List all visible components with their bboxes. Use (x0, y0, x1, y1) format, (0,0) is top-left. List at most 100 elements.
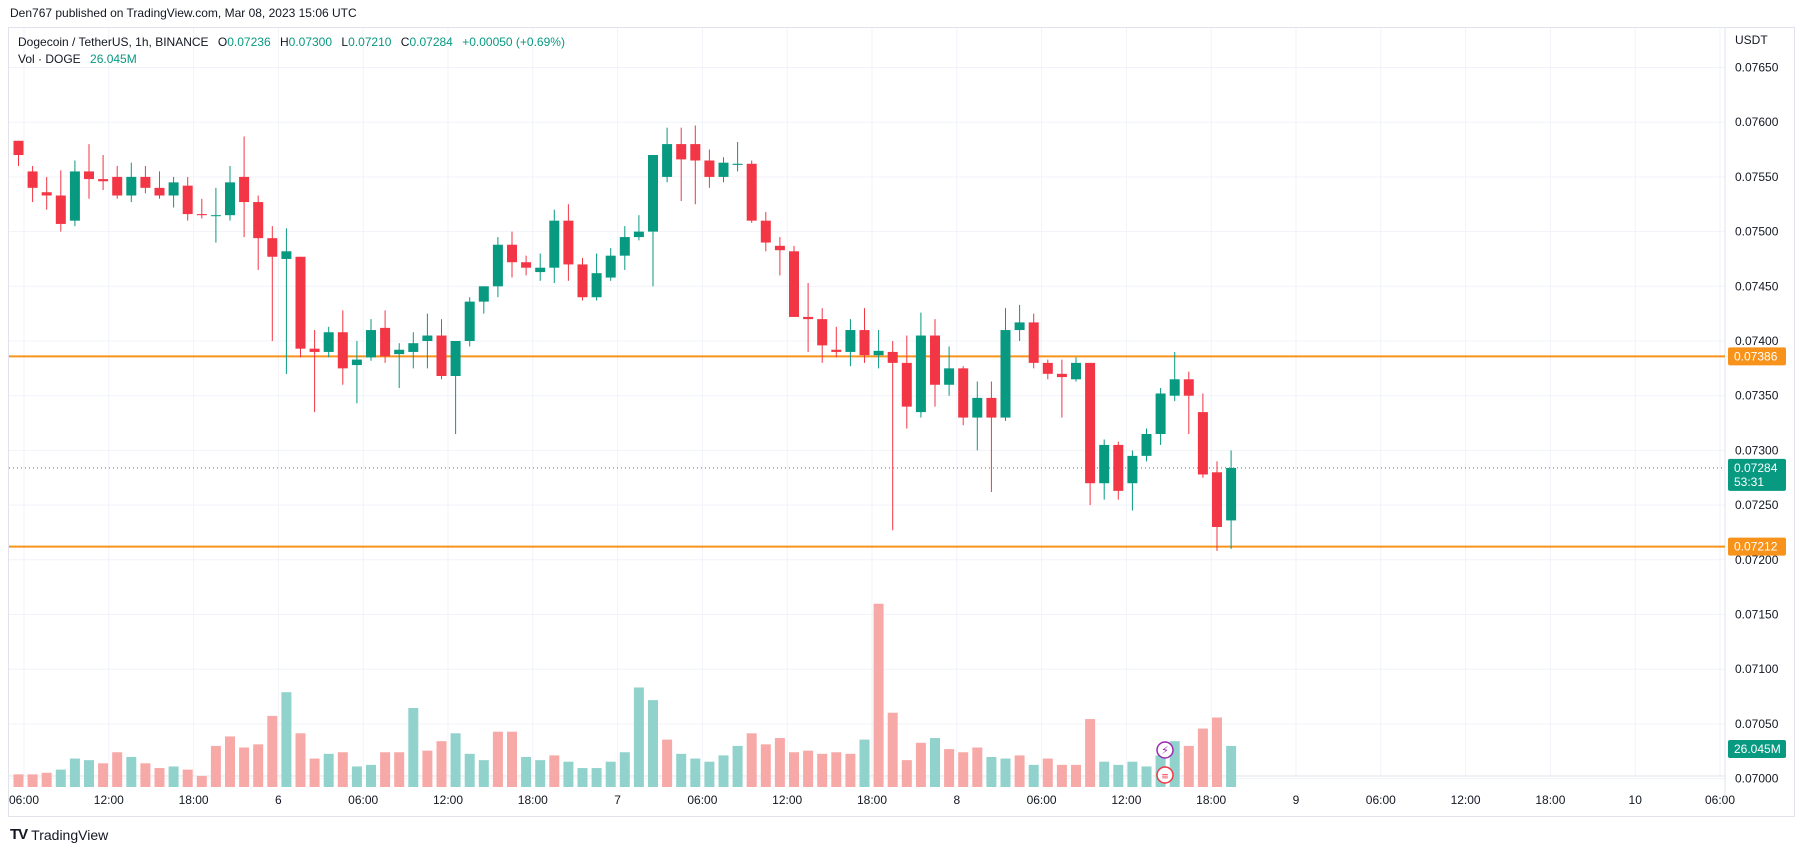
candle-body (549, 220, 560, 268)
volume-bar (239, 747, 250, 787)
time-tick-label: 12:00 (772, 793, 802, 807)
volume-bar (27, 774, 38, 787)
volume-bar (930, 738, 940, 787)
candle-body (648, 155, 658, 232)
currency-label: USDT (1735, 33, 1768, 47)
price-tick-label: 0.07300 (1735, 443, 1779, 457)
volume-label[interactable]: Vol · DOGE (18, 52, 81, 66)
candle-body (662, 144, 673, 177)
volume-bar (986, 756, 997, 787)
price-tick-label: 0.07200 (1735, 553, 1779, 567)
tradingview-logo[interactable]: TV TradingView (10, 826, 108, 843)
candle-body (464, 301, 475, 341)
price-tick-label: 0.07500 (1735, 225, 1779, 239)
volume-bar (1042, 758, 1053, 787)
candle-body (915, 335, 926, 413)
candle-body (84, 171, 94, 180)
candle-body (295, 256, 306, 349)
time-tick-label: 18:00 (1196, 793, 1226, 807)
volume-bar (577, 768, 588, 787)
volume-badge-bg (1728, 740, 1786, 758)
candle-body (690, 144, 701, 161)
volume-bar (690, 758, 701, 787)
volume-bar (84, 760, 94, 787)
volume-bar (422, 750, 433, 787)
volume-bar (676, 753, 687, 787)
brand-name: TradingView (31, 826, 109, 843)
volume-bar (366, 764, 376, 787)
volume-bar (267, 715, 278, 787)
symbol-title[interactable]: Dogecoin / TetherUS, 1h, BINANCE (18, 35, 209, 49)
candle-body (1155, 393, 1166, 434)
candle-body (69, 171, 80, 221)
resistance-badge-bg (1728, 347, 1786, 366)
candle-body (521, 262, 532, 268)
candle-body (380, 327, 391, 357)
candle-body (958, 368, 969, 418)
volume-bar (69, 758, 80, 787)
low-value: 0.07210 (348, 35, 392, 49)
volume-bar (1197, 728, 1208, 787)
time-tick-label: 12:00 (1111, 793, 1141, 807)
price-tick-label: 0.07250 (1735, 498, 1779, 512)
volume-bar (662, 739, 673, 787)
candle-body (972, 397, 983, 418)
price-tick-label: 0.07100 (1735, 662, 1779, 676)
volume-bar (972, 747, 983, 787)
candle-body (422, 335, 433, 341)
volume-bar (845, 753, 856, 787)
volume-bar (492, 731, 503, 787)
candle-body (1014, 322, 1025, 331)
candle-body (492, 244, 503, 287)
candle-body (1113, 444, 1124, 491)
volume-bar (112, 752, 123, 787)
candle-body (196, 214, 207, 216)
time-tick-label: 06:00 (348, 793, 378, 807)
candle-body (1141, 433, 1152, 456)
volume-bar (464, 753, 475, 787)
time-tick-label: 18:00 (518, 793, 548, 807)
volume-badge-text: 26.045M (1734, 742, 1781, 756)
time-tick-label: 06:00 (687, 793, 717, 807)
candle-body (27, 171, 38, 188)
time-tick-label: 12:00 (1451, 793, 1481, 807)
publish-info: Den767 published on TradingView.com, Mar… (10, 6, 357, 20)
volume-line: Vol · DOGE 26.045M (18, 51, 565, 68)
candle-body (436, 335, 447, 377)
price-tick-label: 0.07450 (1735, 279, 1779, 293)
flag-glyph: ≡ (1161, 772, 1169, 782)
candle-body (901, 362, 912, 407)
volume-bar (535, 760, 546, 787)
volume-bar (1226, 745, 1237, 787)
candle-body (450, 341, 461, 377)
volume-bar (41, 772, 52, 787)
candle-body (55, 195, 66, 224)
time-tick-label: 12:00 (433, 793, 463, 807)
volume-bar (1212, 717, 1222, 787)
time-tick-label: 12:00 (94, 793, 124, 807)
candle-body (619, 237, 630, 256)
resistance-badge-text: 0.07386 (1734, 349, 1778, 363)
candle-body (1028, 322, 1039, 363)
volume-bar (140, 763, 151, 787)
change-value: +0.00050 (+0.69%) (462, 35, 565, 49)
price-tick-label: 0.07000 (1735, 772, 1779, 786)
candle-body (323, 332, 334, 352)
price-tick-label: 0.07150 (1735, 608, 1779, 622)
volume-bar (55, 769, 66, 787)
volume-bar (309, 758, 320, 787)
volume-bar (478, 760, 489, 787)
candle-body (817, 319, 828, 346)
volume-bar (13, 774, 24, 787)
volume-bar (944, 749, 955, 787)
candle-body (944, 368, 955, 385)
candle-body (535, 267, 546, 273)
candle-body (253, 202, 264, 239)
volume-bar (323, 753, 334, 787)
volume-bar (225, 736, 235, 787)
candle-body (140, 176, 151, 188)
volume-bar (1000, 758, 1011, 787)
candle-body (112, 176, 123, 196)
time-tick-label: 10 (1629, 793, 1643, 807)
